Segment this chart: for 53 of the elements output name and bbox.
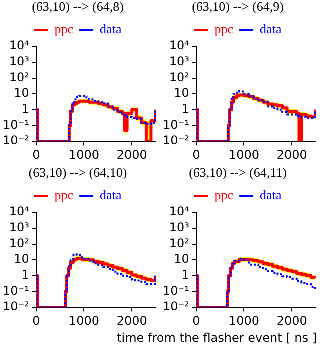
y-tick-label: 10⁴	[169, 204, 190, 219]
legend-label: ppc	[214, 22, 234, 37]
y-tick-label: 10⁻²	[162, 300, 190, 314]
x-tick-label: 0	[32, 314, 40, 328]
y-tick-label: 1	[22, 102, 30, 116]
x-axis-title: time from the flasher event [ ns ]	[117, 331, 317, 345]
y-tick-label: 10⁴	[9, 38, 30, 53]
legend-label: ppc	[214, 188, 234, 203]
chart-title: (63,10) --> (64,8)	[32, 0, 124, 14]
y-tick-label: 1	[182, 268, 190, 282]
y-tick-label: 10⁻²	[2, 300, 30, 314]
y-tick-label: 10	[14, 252, 30, 266]
x-tick-label: 2000	[116, 148, 148, 162]
y-tick-label: 10⁻¹	[162, 284, 190, 298]
y-tick-label: 10⁻¹	[162, 118, 190, 132]
x-tick-label: 0	[32, 148, 40, 162]
y-tick-label: 10⁻²	[2, 134, 30, 148]
legend-label: ppc	[54, 22, 74, 37]
y-tick-label: 10³	[9, 54, 30, 69]
y-tick-label: 10	[174, 252, 190, 266]
chart-title: (63,10) --> (64,9)	[192, 0, 284, 14]
y-tick-label: 10²	[9, 70, 30, 84]
y-tick-label: 10³	[169, 220, 190, 235]
x-tick-label: 2000	[276, 314, 308, 328]
x-tick-label: 0	[192, 148, 200, 162]
y-tick-label: 10²	[169, 70, 190, 84]
y-tick-label: 1	[22, 268, 30, 282]
x-tick-label: 2000	[276, 148, 308, 162]
y-tick-label: 10²	[169, 236, 190, 250]
y-tick-label: 10³	[169, 54, 190, 69]
y-tick-label: 10	[14, 86, 30, 100]
chart-title: (63,10) --> (64,10)	[28, 165, 128, 180]
y-tick-label: 10²	[9, 236, 30, 250]
x-tick-label: 1000	[68, 314, 100, 328]
legend-label: ppc	[54, 188, 74, 203]
x-tick-label: 1000	[68, 148, 100, 162]
y-tick-label: 10³	[9, 220, 30, 235]
legend-label: data	[100, 22, 122, 37]
y-tick-label: 10⁴	[9, 204, 30, 219]
legend-label: data	[260, 22, 282, 37]
chart-title: (63,10) --> (64,11)	[189, 165, 287, 180]
y-tick-label: 1	[182, 102, 190, 116]
x-tick-label: 1000	[228, 314, 260, 328]
y-tick-label: 10	[174, 86, 190, 100]
y-tick-label: 10⁻²	[162, 134, 190, 148]
y-tick-label: 10⁴	[169, 38, 190, 53]
y-tick-label: 10⁻¹	[2, 118, 30, 132]
x-tick-label: 2000	[116, 314, 148, 328]
y-tick-label: 10⁻¹	[2, 284, 30, 298]
legend-label: data	[260, 188, 282, 203]
x-tick-label: 0	[192, 314, 200, 328]
legend-label: data	[100, 188, 122, 203]
x-tick-label: 1000	[228, 148, 260, 162]
